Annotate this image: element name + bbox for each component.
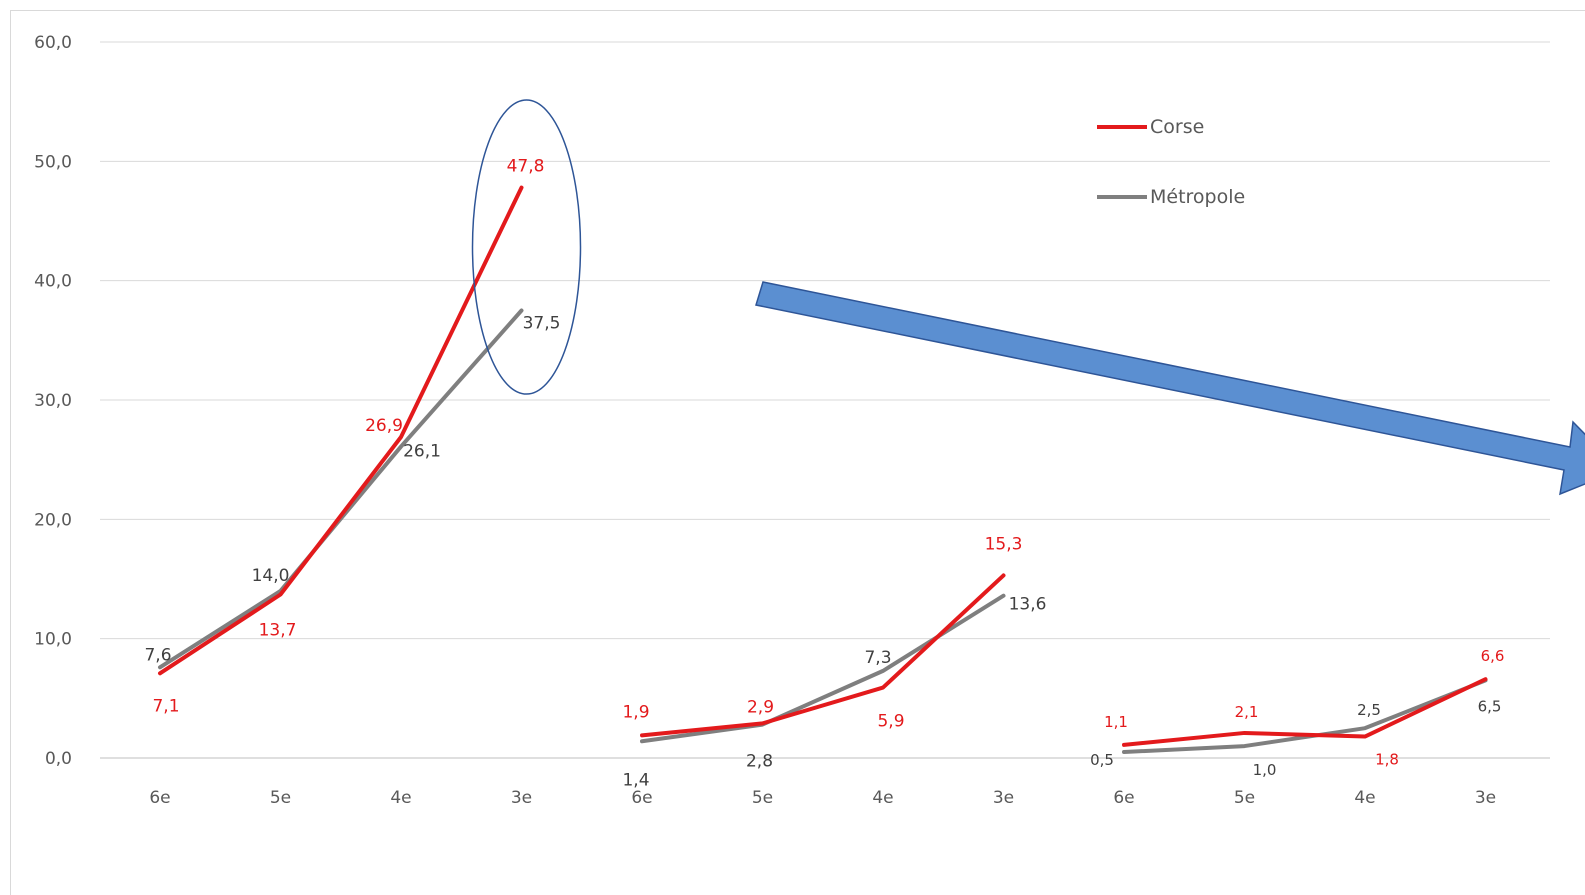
y-tick-label: 60,0 bbox=[34, 33, 72, 53]
data-label-metropole: 1,4 bbox=[622, 770, 649, 790]
y-axis-tick-labels: 0,0 10,0 20,0 30,0 40,0 50,0 60,0 bbox=[34, 33, 72, 769]
x-tick-label: 3e bbox=[1475, 788, 1496, 808]
data-label-corse: 47,8 bbox=[507, 157, 545, 177]
x-axis-tick-labels: 6e 5e 4e 3e 6e 5e 4e 3e 6e 5e 4e 3e bbox=[149, 788, 1496, 808]
data-label-metropole: 7,6 bbox=[144, 645, 171, 665]
data-label-corse: 5,9 bbox=[877, 712, 904, 732]
series-lines bbox=[158, 185, 1488, 755]
x-tick-label: 5e bbox=[270, 788, 291, 808]
y-tick-label: 40,0 bbox=[34, 272, 72, 292]
data-label-corse: 13,7 bbox=[259, 621, 297, 641]
data-label-metropole: 6,5 bbox=[1478, 697, 1502, 715]
series-line-metropole-group-2 bbox=[640, 593, 1006, 744]
data-label-metropole: 2,5 bbox=[1357, 701, 1381, 719]
x-tick-label: 4e bbox=[390, 788, 411, 808]
data-label-corse: 1,9 bbox=[622, 702, 649, 722]
data-label-corse: 2,9 bbox=[747, 697, 774, 717]
x-tick-label: 6e bbox=[631, 788, 652, 808]
trend-arrow bbox=[755, 281, 1585, 496]
data-label-corse: 15,3 bbox=[985, 534, 1023, 554]
series-line-corse-group-1 bbox=[158, 185, 524, 676]
x-tick-label: 5e bbox=[1234, 788, 1255, 808]
data-label-metropole: 26,1 bbox=[403, 442, 441, 462]
data-label-corse: 7,1 bbox=[152, 696, 179, 716]
series-line-metropole-group-1 bbox=[158, 308, 524, 670]
legend: Corse Métropole bbox=[1097, 116, 1245, 208]
legend-label-metropole: Métropole bbox=[1150, 186, 1245, 208]
data-label-metropole: 13,6 bbox=[1009, 595, 1047, 615]
series-line-metropole-group-3 bbox=[1122, 678, 1488, 755]
legend-label-corse: Corse bbox=[1150, 116, 1204, 138]
data-label-metropole: 0,5 bbox=[1090, 751, 1114, 769]
data-label-corse: 1,8 bbox=[1375, 751, 1399, 769]
data-label-metropole: 2,8 bbox=[746, 752, 773, 772]
chart-frame bbox=[10, 10, 1585, 895]
x-tick-label: 6e bbox=[1113, 788, 1134, 808]
x-tick-label: 4e bbox=[872, 788, 893, 808]
x-tick-label: 4e bbox=[1354, 788, 1375, 808]
data-label-corse: 6,6 bbox=[1481, 647, 1505, 665]
data-label-corse: 1,1 bbox=[1104, 713, 1128, 731]
x-tick-label: 3e bbox=[511, 788, 532, 808]
annotations bbox=[471, 99, 1585, 496]
series-line-corse-group-3 bbox=[1122, 677, 1488, 747]
y-tick-label: 10,0 bbox=[34, 630, 72, 650]
highlight-ellipse bbox=[471, 99, 582, 395]
data-labels: 7,1 13,7 26,9 47,8 1,9 2,9 5,9 15,3 1,1 2,1 1,8 6,6… bbox=[144, 157, 1504, 791]
series-line-corse-group-2 bbox=[640, 573, 1006, 738]
data-label-metropole: 14,0 bbox=[252, 566, 290, 586]
y-tick-label: 30,0 bbox=[34, 391, 72, 411]
y-tick-label: 50,0 bbox=[34, 152, 72, 172]
x-tick-label: 5e bbox=[752, 788, 773, 808]
y-tick-label: 20,0 bbox=[34, 510, 72, 530]
data-label-metropole: 37,5 bbox=[523, 314, 561, 334]
data-label-metropole: 7,3 bbox=[864, 648, 891, 668]
x-tick-label: 3e bbox=[993, 788, 1014, 808]
data-label-metropole: 1,0 bbox=[1253, 761, 1277, 779]
x-tick-label: 6e bbox=[149, 788, 170, 808]
y-tick-label: 0,0 bbox=[45, 749, 72, 769]
data-label-corse: 2,1 bbox=[1235, 703, 1259, 721]
data-label-corse: 26,9 bbox=[365, 416, 403, 436]
